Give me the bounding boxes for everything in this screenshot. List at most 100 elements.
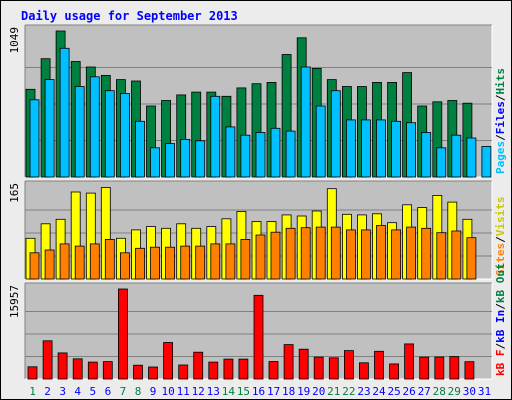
kbytes-bar-kb-f-day-7 xyxy=(118,288,128,380)
visits-legend-part-1: / xyxy=(494,236,507,243)
x-tick-label-day-4: 4 xyxy=(74,385,81,398)
hits-bar-files-day-21 xyxy=(330,90,341,178)
kbytes-legend-part-0: kB F xyxy=(494,350,507,377)
hits-bar-files-day-9 xyxy=(150,147,160,178)
hits-bar-files-day-17 xyxy=(270,127,281,178)
visits-bar-sites-day-7 xyxy=(120,252,130,280)
hits-bar-files-day-20 xyxy=(315,105,326,178)
x-tick-label-day-11: 11 xyxy=(177,385,190,398)
x-tick-label-day-26: 26 xyxy=(402,385,415,398)
x-tick-label-day-29: 29 xyxy=(448,385,461,398)
x-tick-label-day-6: 6 xyxy=(105,385,112,398)
hits-bar-files-day-19 xyxy=(300,66,311,178)
hits-bar-files-day-12 xyxy=(195,140,206,178)
x-tick-label-day-8: 8 xyxy=(135,385,142,398)
x-tick-label-day-14: 14 xyxy=(222,385,236,398)
visits-bar-sites-day-11 xyxy=(180,245,191,280)
kbytes-bar-kb-f-day-13 xyxy=(208,361,219,380)
visits-bar-sites-day-28 xyxy=(436,232,447,280)
hits-bar-files-day-14 xyxy=(225,126,236,178)
hits-bar-files-day-27 xyxy=(421,132,432,178)
x-tick-label-day-7: 7 xyxy=(120,385,127,398)
x-tick-label-day-27: 27 xyxy=(418,385,431,398)
x-tick-label-day-13: 13 xyxy=(207,385,220,398)
kbytes-legend-part-3: / xyxy=(494,303,507,310)
x-tick-label-day-17: 17 xyxy=(267,385,280,398)
visits-legend-label: Sites/Visits xyxy=(494,197,507,277)
x-tick-label-day-22: 22 xyxy=(342,385,355,398)
visits-bar-sites-day-9 xyxy=(150,246,160,280)
visits-bar-sites-day-23 xyxy=(360,229,371,280)
kbytes-bar-kb-f-day-19 xyxy=(298,348,309,380)
x-tick-label-day-16: 16 xyxy=(252,385,265,398)
kbytes-bar-kb-f-day-10 xyxy=(163,342,174,380)
hits-legend-part-0: Pages xyxy=(494,141,507,174)
kbytes-panel: 15957 xyxy=(8,282,493,380)
hits-bar-files-day-2 xyxy=(44,79,55,178)
kbytes-bar-kb-f-day-22 xyxy=(343,350,354,380)
hits-panel: 1049 xyxy=(8,24,493,178)
visits-panel: 165 xyxy=(8,180,493,280)
kbytes-bar-kb-f-day-4 xyxy=(72,358,83,380)
hits-bar-files-day-7 xyxy=(120,93,130,178)
visits-bar-sites-day-24 xyxy=(376,225,386,280)
kbytes-bar-kb-f-day-21 xyxy=(328,357,339,380)
x-tick-label-day-23: 23 xyxy=(357,385,370,398)
x-tick-label-day-18: 18 xyxy=(282,385,295,398)
x-tick-label-day-10: 10 xyxy=(161,385,174,398)
kbytes-legend-part-2: kB In xyxy=(494,310,507,343)
visits-bar-sites-day-14 xyxy=(225,243,236,280)
visits-bar-sites-day-20 xyxy=(315,226,326,280)
kbytes-bar-kb-f-day-15 xyxy=(238,358,249,380)
kbytes-bar-kb-f-day-28 xyxy=(434,356,445,380)
visits-bar-sites-day-5 xyxy=(89,243,100,280)
hits-bar-files-day-8 xyxy=(135,120,145,178)
hits-bar-files-day-31 xyxy=(481,145,492,178)
kbytes-bar-kb-f-day-3 xyxy=(57,352,68,380)
kbytes-max-label: 15957 xyxy=(8,285,21,318)
kbytes-bar-kb-f-day-23 xyxy=(358,362,369,380)
hits-bar-files-day-23 xyxy=(360,119,371,178)
chart-title: Daily usage for September 2013 xyxy=(21,9,238,23)
visits-bar-sites-day-13 xyxy=(210,243,221,280)
visits-max-label: 165 xyxy=(8,183,21,203)
kbytes-bar-kb-f-day-29 xyxy=(449,356,460,380)
visits-bar-sites-day-10 xyxy=(165,246,176,280)
visits-bar-sites-day-2 xyxy=(44,249,55,280)
kbytes-bar-kb-f-day-16 xyxy=(253,294,264,380)
x-tick-label-day-21: 21 xyxy=(327,385,340,398)
kbytes-bar-kb-f-day-9 xyxy=(148,366,158,380)
x-tick-label-day-24: 24 xyxy=(372,385,386,398)
visits-bar-sites-day-22 xyxy=(345,229,356,280)
hits-bar-files-day-11 xyxy=(180,138,191,178)
hits-bar-files-day-25 xyxy=(391,120,402,178)
kbytes-legend-part-1: / xyxy=(494,343,507,350)
visits-bar-sites-day-4 xyxy=(74,245,85,280)
visits-bar-sites-day-18 xyxy=(285,227,296,280)
visits-legend-part-2: Visits xyxy=(494,197,507,237)
visits-bar-sites-day-21 xyxy=(330,226,341,280)
hits-bar-files-day-4 xyxy=(74,86,85,178)
kbytes-bar-kb-f-day-5 xyxy=(87,361,98,380)
kbytes-bar-kb-f-day-30 xyxy=(464,361,475,380)
hits-bar-files-day-26 xyxy=(406,122,417,178)
visits-bar-sites-day-19 xyxy=(300,227,311,280)
kbytes-bar-kb-f-day-2 xyxy=(42,340,53,380)
kbytes-bar-kb-f-day-27 xyxy=(419,356,430,380)
x-tick-label-day-31: 31 xyxy=(478,385,491,398)
hits-bar-files-day-5 xyxy=(89,76,100,178)
x-tick-label-day-25: 25 xyxy=(387,385,400,398)
kbytes-bar-kb-f-day-12 xyxy=(193,351,204,380)
x-tick-label-day-12: 12 xyxy=(192,385,205,398)
hits-bar-files-day-3 xyxy=(59,47,70,178)
hits-legend-part-3: / xyxy=(494,94,507,101)
hits-bar-files-day-28 xyxy=(436,147,447,178)
x-tick-label-day-20: 20 xyxy=(312,385,325,398)
hits-bar-files-day-18 xyxy=(285,130,296,178)
x-tick-label-day-5: 5 xyxy=(89,385,96,398)
hits-bar-files-day-30 xyxy=(466,137,477,178)
hits-legend-label: Pages/Files/Hits xyxy=(494,68,507,174)
kbytes-bar-kb-f-day-14 xyxy=(223,358,234,380)
